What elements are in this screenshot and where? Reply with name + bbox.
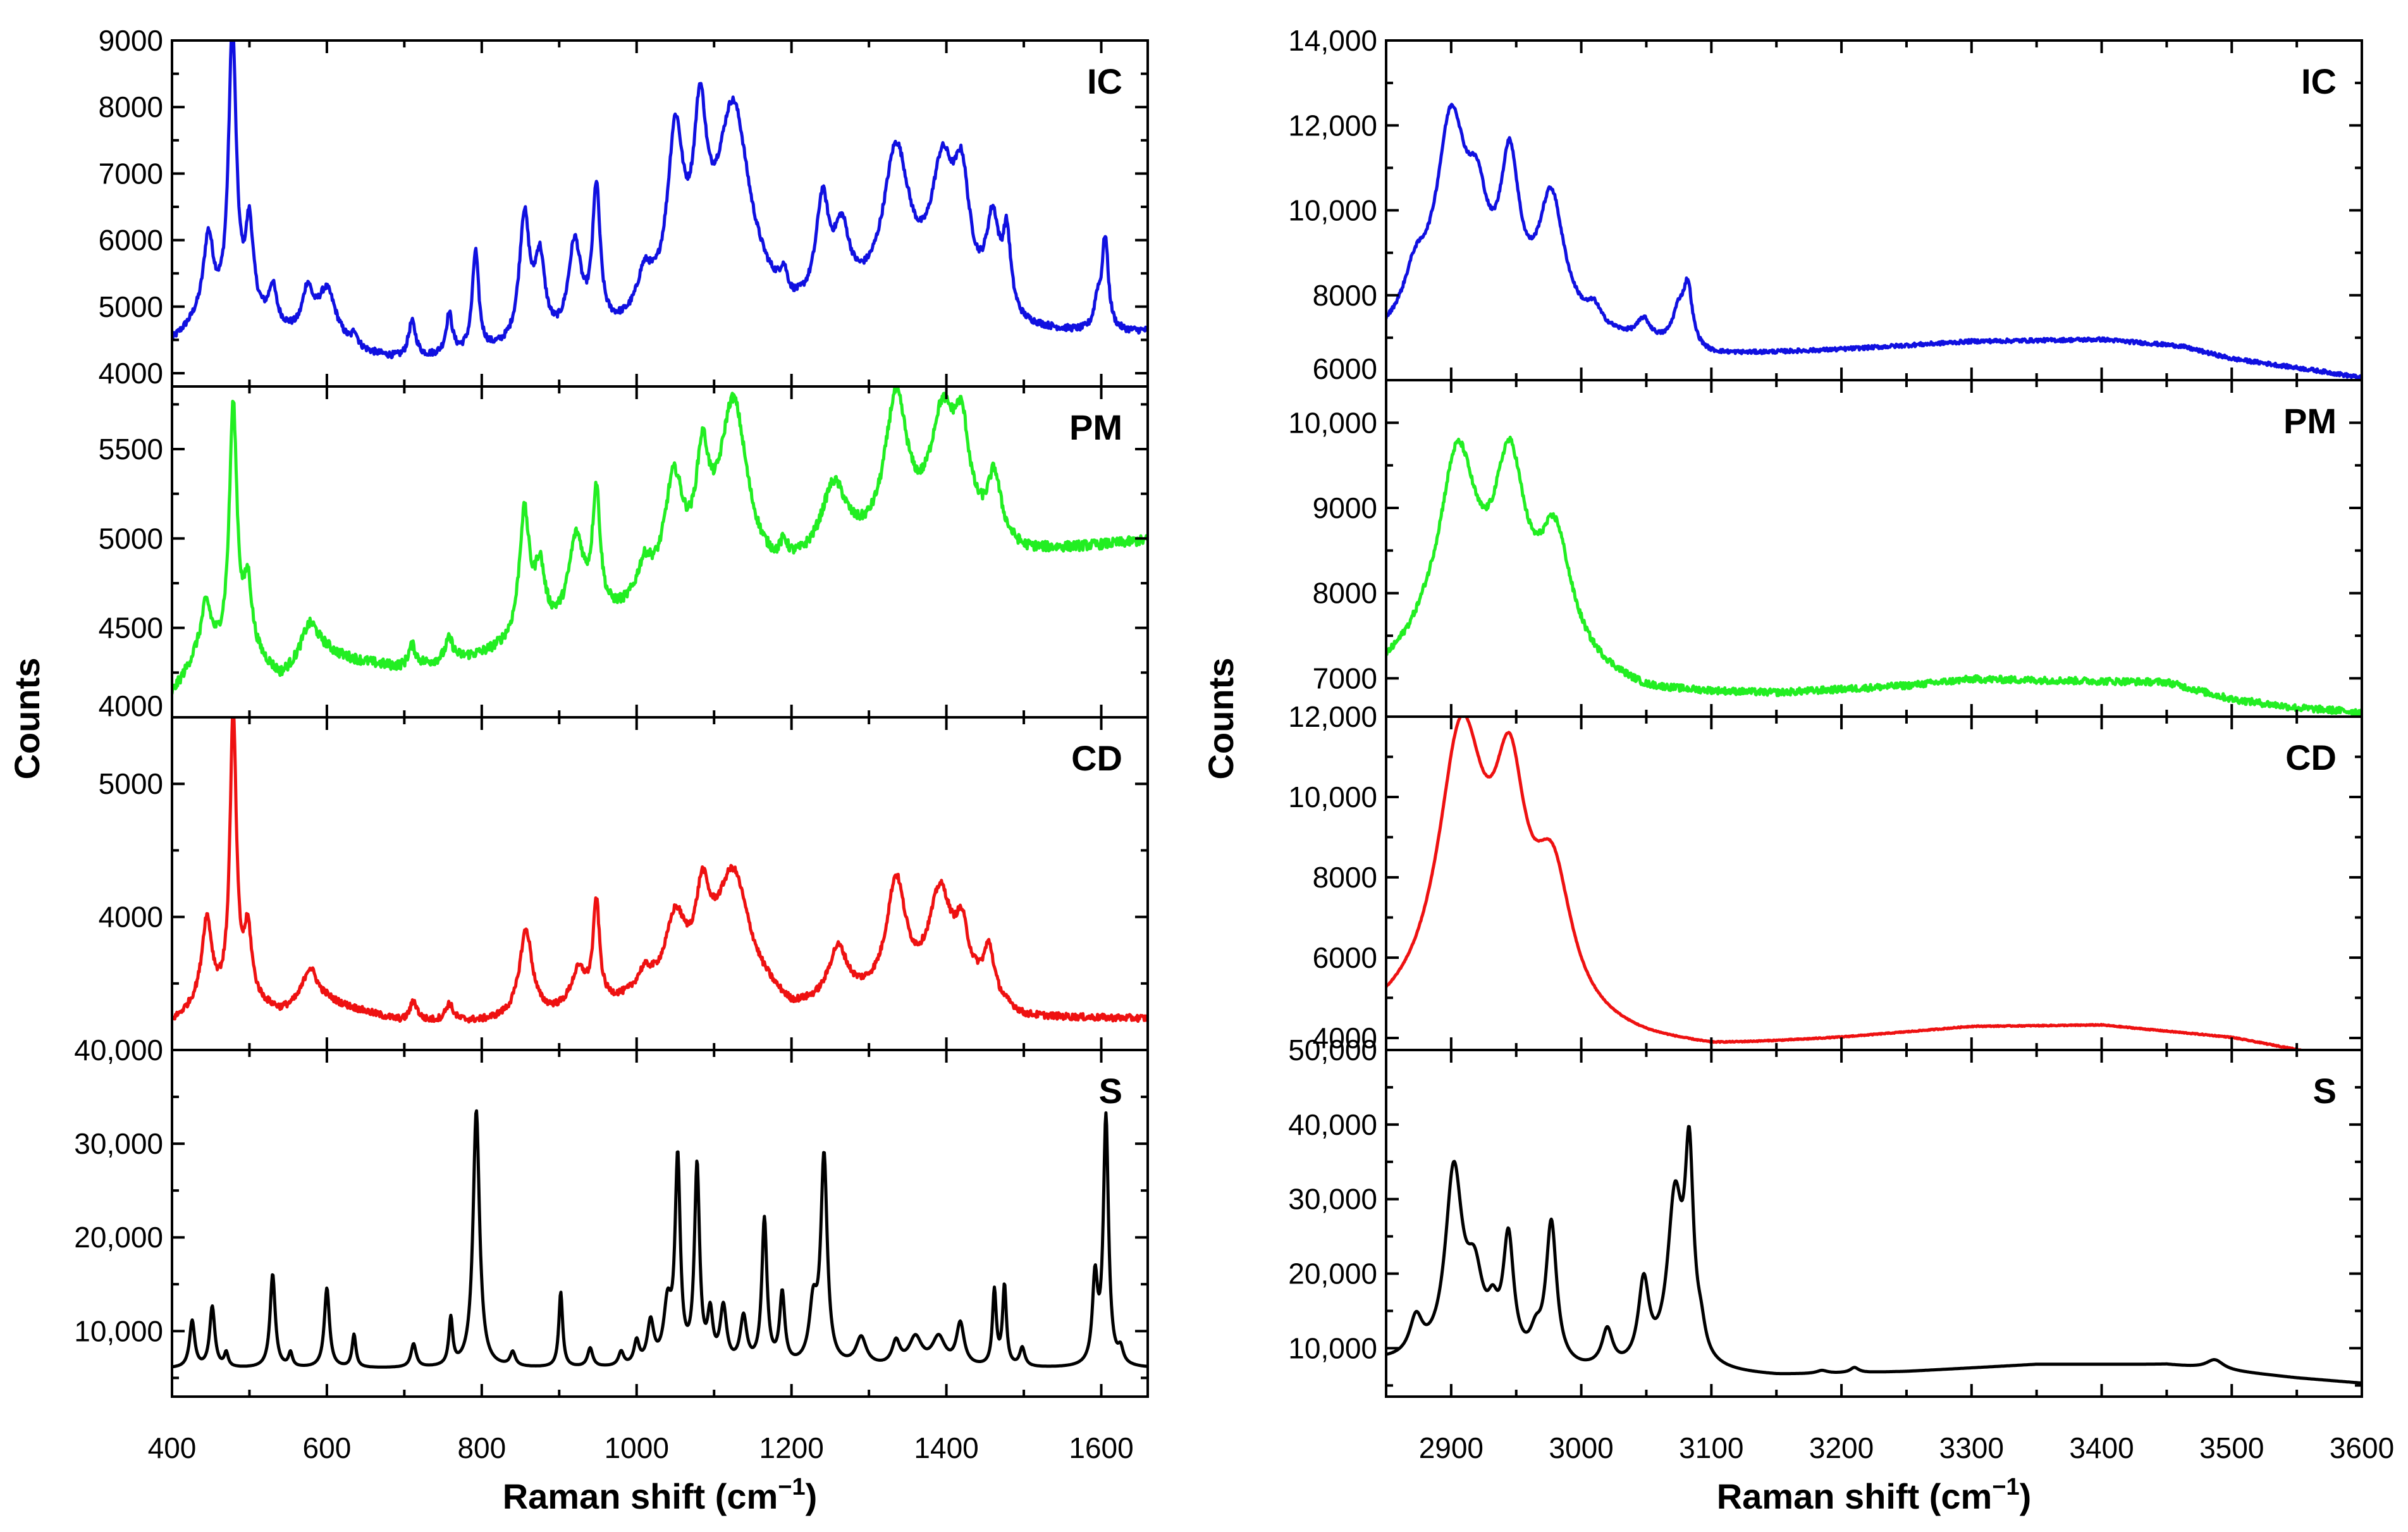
x-tick-label: 1000 [605,1431,669,1464]
y-tick-label: 6000 [1313,352,1377,385]
right-chart: 6000 8000 10,000 12,000 14,000 IC 7000 8000 9000… [1201,24,2394,1516]
x-tick-label: 3200 [1809,1431,1874,1464]
y-tick-label: 8000 [99,90,163,123]
series-line-cd [1386,717,2310,1050]
sample-label-s: S [2313,1071,2337,1111]
x-tick-label: 1400 [914,1431,978,1464]
y-axis-title: Counts [7,658,47,780]
y-tick-label: 7000 [99,157,163,190]
y-tick-label: 6000 [1313,941,1377,974]
panel-frame [171,39,1149,388]
y-tick-label: 10,000 [1288,1331,1377,1364]
y-tick-label: 14,000 [1288,24,1377,57]
x-tick-label: 800 [457,1431,506,1464]
x-tick-label: 1200 [759,1431,824,1464]
x-tick-label: 3400 [2069,1431,2134,1464]
y-tick-label: 20,000 [74,1221,163,1254]
y-tick-label: 4000 [99,357,163,390]
x-tick-label: 3600 [2330,1431,2394,1464]
panel-frame [1385,39,2363,381]
series-line-ic [1386,102,2362,380]
left-panel-pm: 4000 4500 5000 5500 PM [99,385,1149,722]
series-line-pm [1386,435,2362,717]
y-tick-label: 10,000 [1288,406,1377,439]
x-tick-label: 3100 [1679,1431,1743,1464]
panel-frame [1385,715,2363,1051]
y-tick-label: 9000 [1313,491,1377,524]
series-line-pm [172,386,1148,696]
sample-label-cd: CD [1071,738,1122,778]
y-tick-label: 7000 [1313,662,1377,695]
panel-frame [171,716,1149,1051]
y-tick-label: 4000 [1313,1022,1377,1054]
y-tick-label: 30,000 [1288,1183,1377,1216]
panel-frame [171,385,1149,719]
y-tick-label: 40,000 [74,1034,163,1066]
y-tick-label: 12,000 [1288,109,1377,142]
panel-frame [1385,379,2363,718]
y-tick-label: 12,000 [1288,700,1377,733]
y-axis-title: Counts [1201,658,1241,780]
y-tick-label: 8000 [1313,861,1377,894]
x-tick-label: 600 [303,1431,352,1464]
series-line-ic [172,40,1148,359]
sample-label-cd: CD [2285,738,2337,777]
right-panel-cd: 4000 6000 8000 10,000 12,000 CD [1288,700,2363,1054]
y-tick-label: 40,000 [1288,1108,1377,1141]
y-tick-label: 10,000 [1288,194,1377,227]
y-tick-label: 6000 [99,224,163,257]
y-tick-label: 5500 [99,433,163,466]
x-tick-label: 2900 [1419,1431,1484,1464]
series-line-cd [172,717,1148,1024]
x-tick-label: 400 [148,1431,197,1464]
panel-frame [171,1049,1149,1398]
y-tick-label: 20,000 [1288,1257,1377,1290]
series-line-s [1386,1125,2362,1385]
panel-frame [1385,1049,2363,1398]
sample-label-ic: IC [1087,61,1122,101]
x-axis-title: Raman shift (cm−1) [1717,1474,2032,1516]
left-panel-ic: 4000 5000 6000 7000 8000 9000 IC [99,24,1149,390]
right-panel-ic: 6000 8000 10,000 12,000 14,000 IC [1288,24,2363,385]
y-tick-label: 4000 [99,689,163,722]
y-tick-label: 5000 [99,767,163,800]
x-tick-label: 3500 [2199,1431,2264,1464]
y-tick-label: 10,000 [1288,781,1377,813]
right-panel-pm: 7000 8000 9000 10,000 PM [1288,379,2363,718]
sample-label-pm: PM [2283,401,2337,441]
x-tick-label: 3000 [1549,1431,1613,1464]
sample-label-pm: PM [1069,407,1122,447]
y-tick-label: 5000 [99,290,163,323]
y-tick-label: 30,000 [74,1127,163,1160]
y-tick-label: 8000 [1313,577,1377,610]
x-axis-title: Raman shift (cm−1) [503,1474,818,1516]
x-tick-label: 3300 [1939,1431,2004,1464]
y-tick-label: 4500 [99,612,163,645]
y-tick-label: 8000 [1313,279,1377,312]
sample-label-s: S [1099,1071,1122,1111]
y-tick-label: 50,000 [1288,1034,1377,1066]
y-tick-label: 5000 [99,522,163,555]
y-tick-label: 9000 [99,24,163,57]
y-tick-label: 10,000 [74,1314,163,1347]
sample-label-ic: IC [2301,61,2337,101]
x-tick-label: 1600 [1069,1431,1133,1464]
series-line-s [172,1109,1148,1369]
right-panel-s: 10,000 20,000 30,000 40,000 50,000 S [1288,1034,2363,1398]
y-tick-label: 4000 [99,901,163,934]
left-chart: 4000 5000 6000 7000 8000 9000 IC 4000 4500 5000 55… [7,24,1149,1516]
left-panel-cd: 4000 5000 CD [99,716,1149,1051]
left-panel-s: 10,000 20,000 30,000 40,000 S [74,1034,1149,1398]
